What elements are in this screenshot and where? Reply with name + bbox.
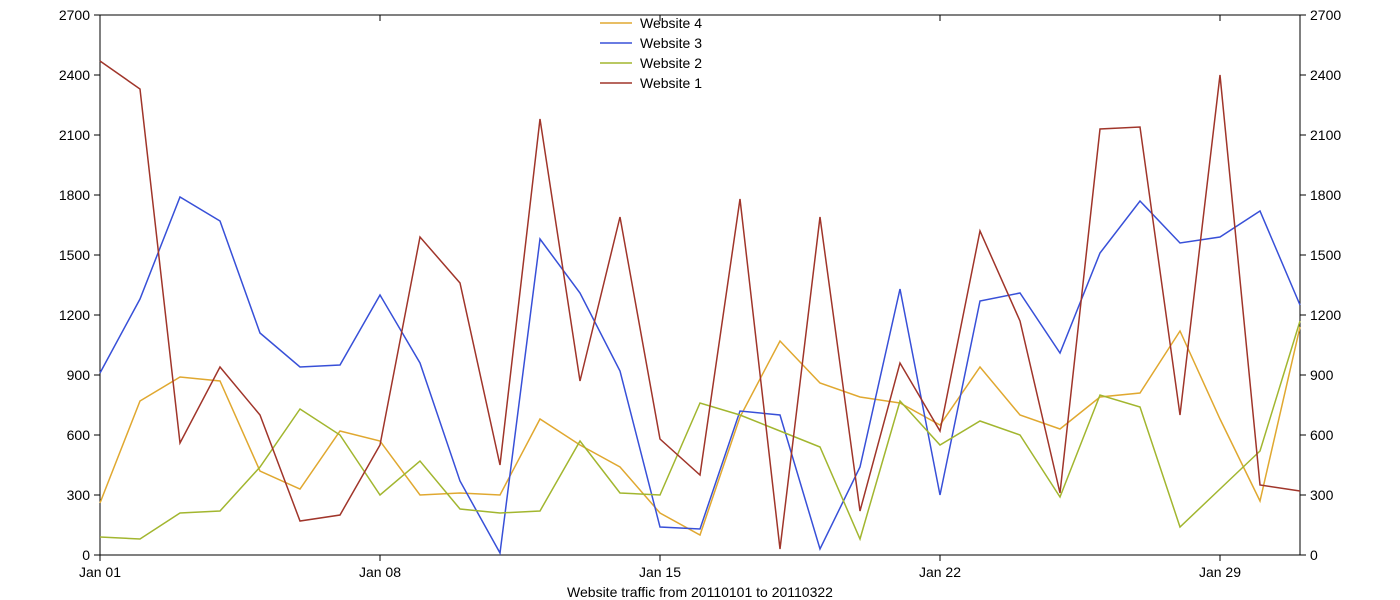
y-tick-label-right: 1500	[1310, 247, 1341, 263]
y-tick-label-right: 1800	[1310, 187, 1341, 203]
y-tick-label-right: 2100	[1310, 127, 1341, 143]
y-tick-label: 2700	[59, 7, 90, 23]
line-chart: 0 0 300 300 600 600 900 900 1200 1200 1500 1500 1800…	[0, 0, 1400, 600]
legend-label: Website 2	[640, 55, 702, 71]
x-tick-label: Jan 01	[79, 564, 121, 580]
y-tick-label: 300	[67, 487, 91, 503]
chart-svg: 0 0 300 300 600 600 900 900 1200 1200 1500 1500 1800…	[0, 0, 1400, 600]
x-axis-title: Website traffic from 20110101 to 2011032…	[567, 584, 833, 600]
legend-label: Website 1	[640, 75, 702, 91]
y-tick-label: 600	[67, 427, 91, 443]
y-tick-label-right: 300	[1310, 487, 1334, 503]
y-tick-label-right: 2700	[1310, 7, 1341, 23]
y-tick-label: 0	[82, 547, 90, 563]
y-tick-label: 900	[67, 367, 91, 383]
y-tick-label: 2400	[59, 67, 90, 83]
y-tick-label-right: 600	[1310, 427, 1334, 443]
y-tick-label: 2100	[59, 127, 90, 143]
x-tick-label: Jan 15	[639, 564, 681, 580]
y-tick-label-right: 1200	[1310, 307, 1341, 323]
y-tick-label-right: 0	[1310, 547, 1318, 563]
y-tick-label: 1200	[59, 307, 90, 323]
legend-label: Website 4	[640, 15, 702, 31]
y-tick-label-right: 2400	[1310, 67, 1341, 83]
x-tick-label: Jan 22	[919, 564, 961, 580]
y-tick-label-right: 900	[1310, 367, 1334, 383]
x-tick-label: Jan 08	[359, 564, 401, 580]
y-tick-label: 1800	[59, 187, 90, 203]
y-tick-label: 1500	[59, 247, 90, 263]
legend-label: Website 3	[640, 35, 702, 51]
x-tick-label: Jan 29	[1199, 564, 1241, 580]
